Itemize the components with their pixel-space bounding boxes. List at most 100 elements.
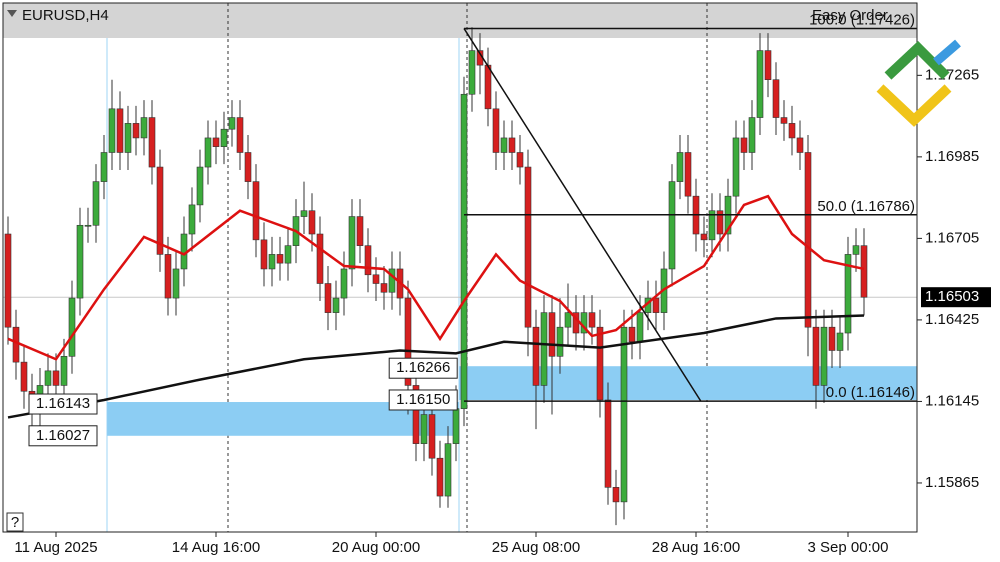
candle-body xyxy=(244,152,252,182)
candle-body xyxy=(4,233,12,328)
x-tick-label: 25 Aug 08:00 xyxy=(492,539,580,556)
candle-body xyxy=(604,399,612,488)
moving-average xyxy=(7,194,865,361)
candle-body xyxy=(84,224,92,227)
candle-body xyxy=(196,166,204,206)
candle-body xyxy=(620,326,628,503)
candle-body xyxy=(188,204,196,235)
easy-order-button[interactable]: Easy Order xyxy=(812,7,888,24)
candle-body xyxy=(852,245,860,255)
candle-body xyxy=(684,152,692,197)
candle-body xyxy=(500,137,508,153)
candle-body xyxy=(388,268,396,293)
candle-body xyxy=(52,370,60,386)
candle-body xyxy=(156,166,164,255)
candle-body xyxy=(340,268,348,299)
candle-body xyxy=(556,326,564,357)
price-label: 1.16150 xyxy=(396,391,450,408)
logo-blue xyxy=(933,39,961,66)
candle-body xyxy=(668,181,676,270)
candle-body xyxy=(100,152,108,182)
candle-body xyxy=(804,152,812,328)
candle-body xyxy=(716,210,724,235)
candle-body xyxy=(132,123,140,139)
help-button[interactable] xyxy=(6,512,24,532)
x-tick-label: 28 Aug 16:00 xyxy=(652,539,740,556)
candle-body xyxy=(420,414,428,444)
plot-layer: 1.172651.169851.167051.164251.161451.158… xyxy=(3,11,991,556)
candle-body xyxy=(788,123,796,139)
candle-body xyxy=(172,268,180,299)
x-tick-label: 11 Aug 2025 xyxy=(14,539,97,556)
fib-label: 100.0 (1.17426) xyxy=(809,11,915,28)
candle-body xyxy=(540,312,548,386)
candle-body xyxy=(516,152,524,168)
logo-green xyxy=(884,41,950,80)
candle-body xyxy=(452,408,460,444)
candle-body xyxy=(484,64,492,110)
fib-label: 50.0 (1.16786) xyxy=(817,198,915,215)
candle-body xyxy=(612,487,620,503)
price-label: 1.16143 xyxy=(36,395,90,412)
candle-body xyxy=(12,326,20,363)
candle-body xyxy=(236,117,244,153)
candle-body xyxy=(636,312,644,343)
last-price-box xyxy=(921,287,991,308)
candle-body xyxy=(524,166,532,328)
candle-body xyxy=(732,137,740,197)
candle-body xyxy=(772,79,780,118)
candle-body xyxy=(708,210,716,241)
x-tick-label: 20 Aug 00:00 xyxy=(332,539,420,556)
logo-yellow xyxy=(876,84,952,127)
candle-body xyxy=(284,245,292,264)
candle-body xyxy=(252,181,260,241)
candle-body xyxy=(628,326,636,343)
candle-body xyxy=(412,385,420,444)
candle-body xyxy=(44,370,52,386)
candle-body xyxy=(348,216,356,270)
candle-body xyxy=(380,283,388,293)
candle-body xyxy=(460,93,468,410)
candle-body xyxy=(748,117,756,153)
candle-body xyxy=(588,312,596,328)
candle-body xyxy=(332,297,340,313)
x-tick-label: 14 Aug 16:00 xyxy=(172,539,260,556)
moving-average xyxy=(7,314,865,419)
candle-body xyxy=(796,137,804,153)
header-bar xyxy=(3,3,917,38)
fib-label: 0.0 (1.16146) xyxy=(826,384,915,401)
candle-body xyxy=(276,254,284,264)
plot-border xyxy=(2,2,918,533)
price-label-box xyxy=(28,425,98,447)
candle-body xyxy=(60,356,68,386)
candle-body xyxy=(140,117,148,139)
candle-body xyxy=(532,326,540,386)
y-tick-label: 1.16705 xyxy=(925,229,979,246)
candle-body xyxy=(316,233,324,284)
candle-body xyxy=(652,297,660,313)
candle-body xyxy=(268,254,276,270)
candle-body xyxy=(76,224,84,299)
candle-body xyxy=(108,108,116,153)
candle-body xyxy=(780,117,788,124)
candle-body xyxy=(492,108,500,153)
price-label: 1.16266 xyxy=(396,359,450,376)
candle-body xyxy=(68,297,76,357)
candle-body xyxy=(116,108,124,153)
candle-body xyxy=(676,152,684,182)
price-label-box xyxy=(388,389,458,411)
candle-body xyxy=(468,50,476,95)
candle-body xyxy=(164,254,172,299)
candle-body xyxy=(212,137,220,147)
candle-body xyxy=(300,210,308,217)
candle-body xyxy=(820,326,828,386)
candle-body xyxy=(220,128,228,147)
candle-body xyxy=(404,297,412,386)
candle-body xyxy=(564,312,572,328)
help-label[interactable]: ? xyxy=(11,514,19,531)
x-tick-label: 3 Sep 00:00 xyxy=(808,539,889,556)
candle-body xyxy=(740,137,748,153)
candle-body xyxy=(372,274,380,284)
candle-body xyxy=(508,137,516,153)
